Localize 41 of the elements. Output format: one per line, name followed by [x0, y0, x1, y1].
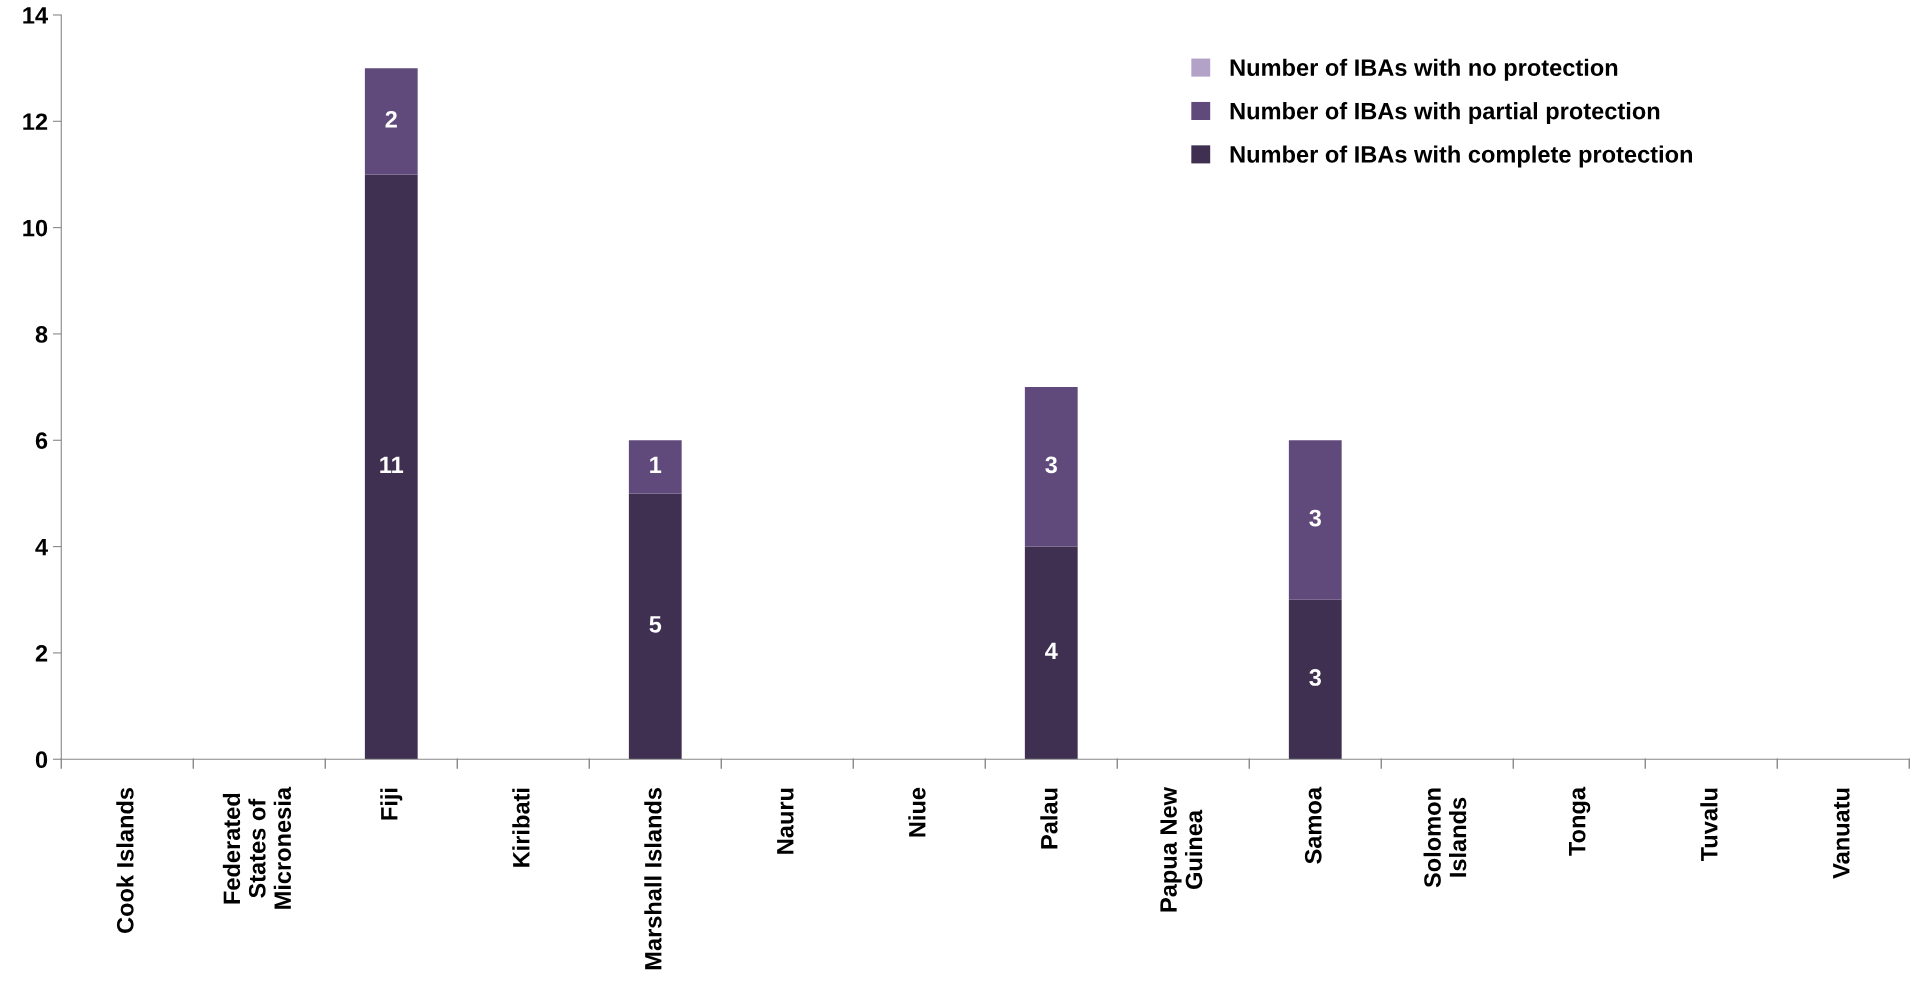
- y-tick-label: 4: [35, 538, 48, 556]
- x-tick-label: Samoa: [1304, 786, 1322, 864]
- bar: [628, 440, 682, 494]
- bar: [1024, 546, 1078, 760]
- data-label: 11: [380, 456, 404, 473]
- legend-label: Number of IBAs with partial protection: [1230, 102, 1660, 125]
- bar: [628, 493, 682, 760]
- y-tick-label: 10: [23, 219, 48, 237]
- x-tick-label: Niue: [908, 787, 926, 837]
- legend-label: Number of IBAs with no protection: [1230, 58, 1618, 81]
- y-tick-label: 2: [35, 644, 48, 662]
- x-tick-label: Kiribati: [512, 788, 530, 867]
- y-tick-label: 14: [23, 7, 48, 24]
- x-tick-label: Fiji: [380, 788, 403, 820]
- bar: [1288, 599, 1342, 760]
- x-tick-label: Palau: [1040, 788, 1058, 849]
- data-label: 1: [650, 456, 662, 473]
- legend-label: Number of IBAs with complete protection: [1230, 145, 1693, 168]
- y-tick-label: 0: [35, 751, 48, 769]
- bar: [364, 174, 418, 760]
- y-tick-label: 6: [35, 432, 48, 450]
- data-label: 5: [649, 616, 662, 633]
- bar: [364, 68, 418, 175]
- data-label: 4: [1045, 642, 1058, 660]
- bar: [1288, 440, 1342, 600]
- x-tick-label: Vanuatu: [1833, 788, 1850, 879]
- x-tick-label: Nauru: [777, 788, 794, 854]
- data-label: 3: [1309, 669, 1321, 686]
- x-tick-label: Tuvalu: [1700, 788, 1718, 862]
- y-tick-label: 8: [35, 326, 48, 343]
- x-tick-label: Papua New Guinea: [1160, 786, 1203, 912]
- data-label: 3: [1309, 509, 1321, 527]
- x-tick-label: Tonga: [1569, 786, 1591, 856]
- data-label: 2: [385, 110, 397, 128]
- data-label: 3: [1045, 456, 1057, 474]
- x-tick-label: Marshall Islands: [644, 787, 662, 970]
- bar: [1024, 387, 1078, 547]
- y-tick-label: 12: [23, 113, 48, 130]
- x-tick-label: Cook Islands: [116, 787, 134, 933]
- x-tick-label: Federated States of Micronesia: [222, 786, 292, 909]
- x-tick-label: Solomon Islands: [1423, 788, 1467, 888]
